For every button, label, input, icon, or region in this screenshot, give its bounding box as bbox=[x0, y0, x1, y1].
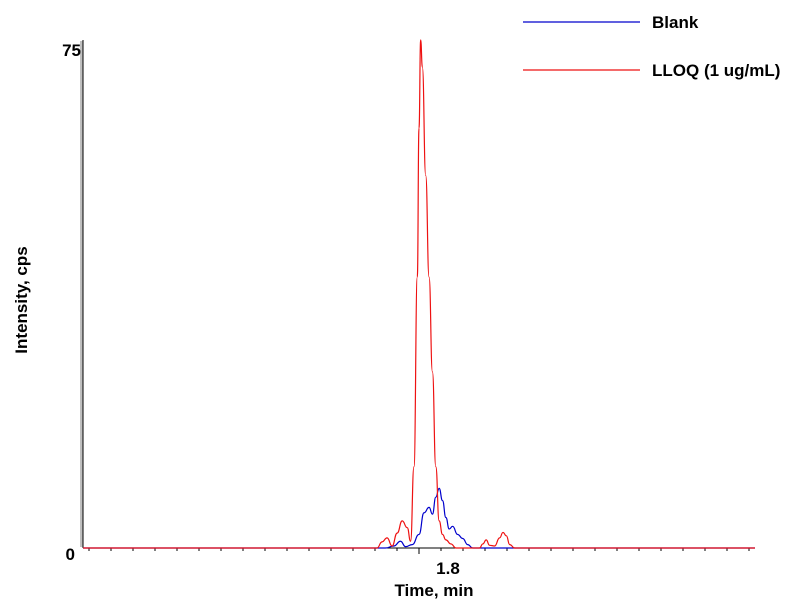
tick-labels: 0 75 1.8 bbox=[62, 41, 460, 578]
legend-label-blank: Blank bbox=[652, 13, 699, 32]
series-line-blank bbox=[82, 487, 755, 549]
y-axis-title: Intensity, cps bbox=[12, 246, 31, 353]
x-axis-minor-ticks bbox=[88, 548, 750, 554]
legend: Blank LLOQ (1 ug/mL) bbox=[523, 13, 780, 80]
y-tick-label-0: 0 bbox=[66, 545, 75, 564]
axes bbox=[80, 40, 755, 554]
y-axis-minor-ticks bbox=[80, 41, 83, 547]
legend-label-lloq: LLOQ (1 ug/mL) bbox=[652, 61, 780, 80]
x-tick-label-1-8: 1.8 bbox=[436, 559, 460, 578]
x-axis-title: Time, min bbox=[394, 581, 473, 599]
series-layer bbox=[82, 39, 755, 549]
series-line-lloq bbox=[82, 39, 755, 549]
y-tick-label-75: 75 bbox=[62, 41, 81, 60]
